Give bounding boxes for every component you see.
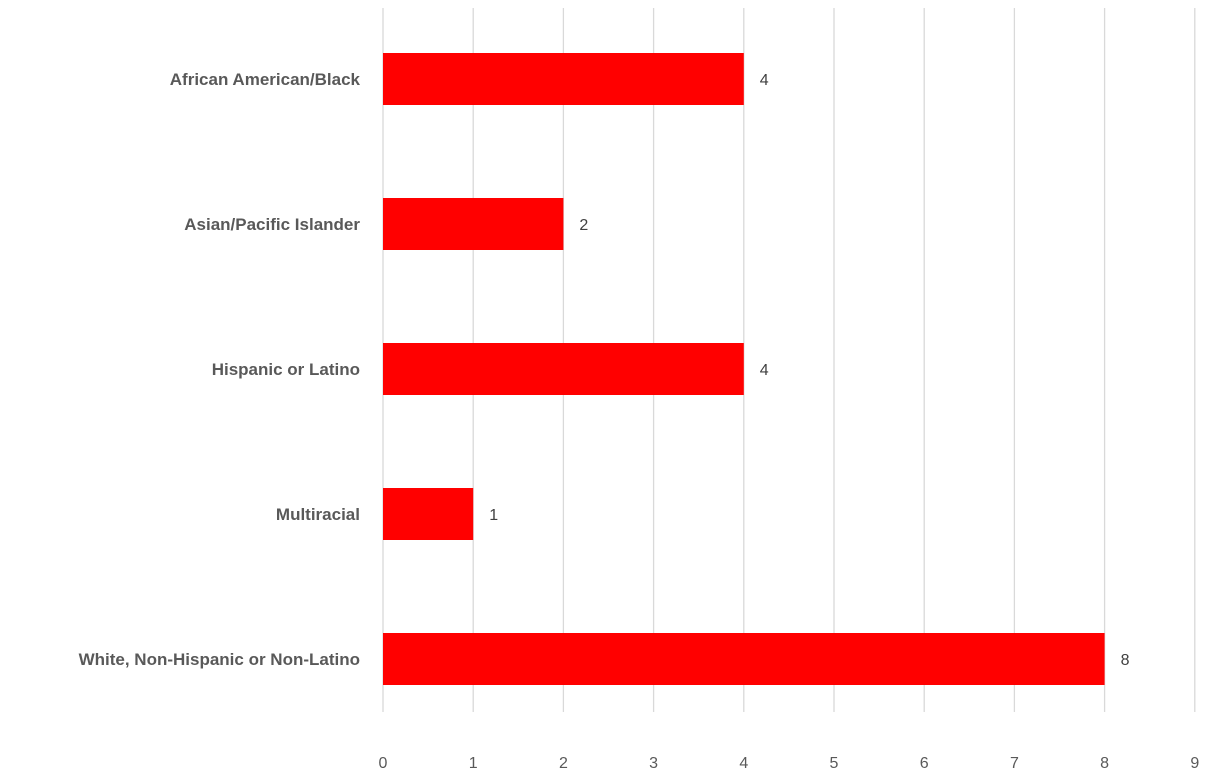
category-label-2: Hispanic or Latino: [212, 360, 360, 379]
data-label-4: 8: [1121, 652, 1130, 669]
x-tick-label-3: 3: [649, 755, 658, 772]
bar-0: [383, 53, 744, 105]
x-tick-label-9: 9: [1190, 755, 1199, 772]
x-tick-label-7: 7: [1010, 755, 1019, 772]
data-label-2: 4: [760, 362, 769, 379]
x-tick-label-1: 1: [469, 755, 478, 772]
x-tick-label-8: 8: [1100, 755, 1109, 772]
category-label-1: Asian/Pacific Islander: [184, 215, 360, 234]
bar-4: [383, 633, 1105, 685]
data-labels: 4 2 4 1 8: [489, 72, 1129, 669]
x-tick-label-4: 4: [739, 755, 748, 772]
x-tick-label-5: 5: [830, 755, 839, 772]
category-label-3: Multiracial: [276, 505, 360, 524]
category-labels: African American/Black Asian/Pacific Isla…: [79, 70, 361, 669]
x-tick-label-0: 0: [379, 755, 388, 772]
category-label-0: African American/Black: [170, 70, 361, 89]
bar-2: [383, 343, 744, 395]
data-label-1: 2: [579, 217, 588, 234]
bar-1: [383, 198, 564, 250]
data-label-0: 4: [760, 72, 769, 89]
x-tick-label-2: 2: [559, 755, 568, 772]
bar-3: [383, 488, 474, 540]
x-tick-label-6: 6: [920, 755, 929, 772]
category-label-4: White, Non-Hispanic or Non-Latino: [79, 650, 360, 669]
data-label-3: 1: [489, 507, 498, 524]
bars: [383, 53, 1105, 685]
x-axis-tick-labels: 0 1 2 3 4 5 6 7 8 9: [379, 755, 1200, 772]
